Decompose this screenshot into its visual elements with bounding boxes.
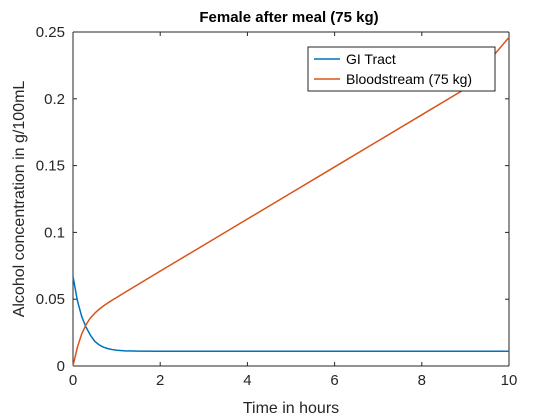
y-tick-label: 0 [57, 358, 65, 375]
y-axis-label: Alcohol concentration in g/100mL [11, 81, 28, 318]
x-tick-label: 10 [501, 372, 518, 389]
y-tick-label: 0.1 [44, 224, 65, 241]
chart-title: Female after meal (75 kg) [199, 9, 378, 26]
y-tick-label: 0.25 [36, 24, 65, 41]
legend-label: Bloodstream (75 kg) [346, 71, 472, 87]
x-tick-label: 2 [156, 372, 164, 389]
series-line-gi-tract [72, 276, 509, 353]
series-layer [72, 36, 510, 367]
series-line-bloodstream [72, 36, 510, 367]
axes: 0 2 4 6 8 10 0 0.05 0.1 0.15 0.2 0.25 [36, 24, 518, 389]
x-axis-label: Time in hours [243, 400, 339, 417]
legend: GI Tract Bloodstream (75 kg) [307, 46, 496, 92]
legend-label: GI Tract [346, 51, 396, 67]
y-tick-label: 0.15 [36, 158, 65, 175]
legend-box [307, 46, 496, 92]
x-tick-label: 0 [69, 372, 77, 389]
x-tick-label: 8 [418, 372, 426, 389]
y-tick-label: 0.2 [44, 91, 65, 108]
x-tick-label: 4 [243, 372, 251, 389]
y-tick-label: 0.05 [36, 291, 65, 308]
x-tick-label: 6 [330, 372, 338, 389]
